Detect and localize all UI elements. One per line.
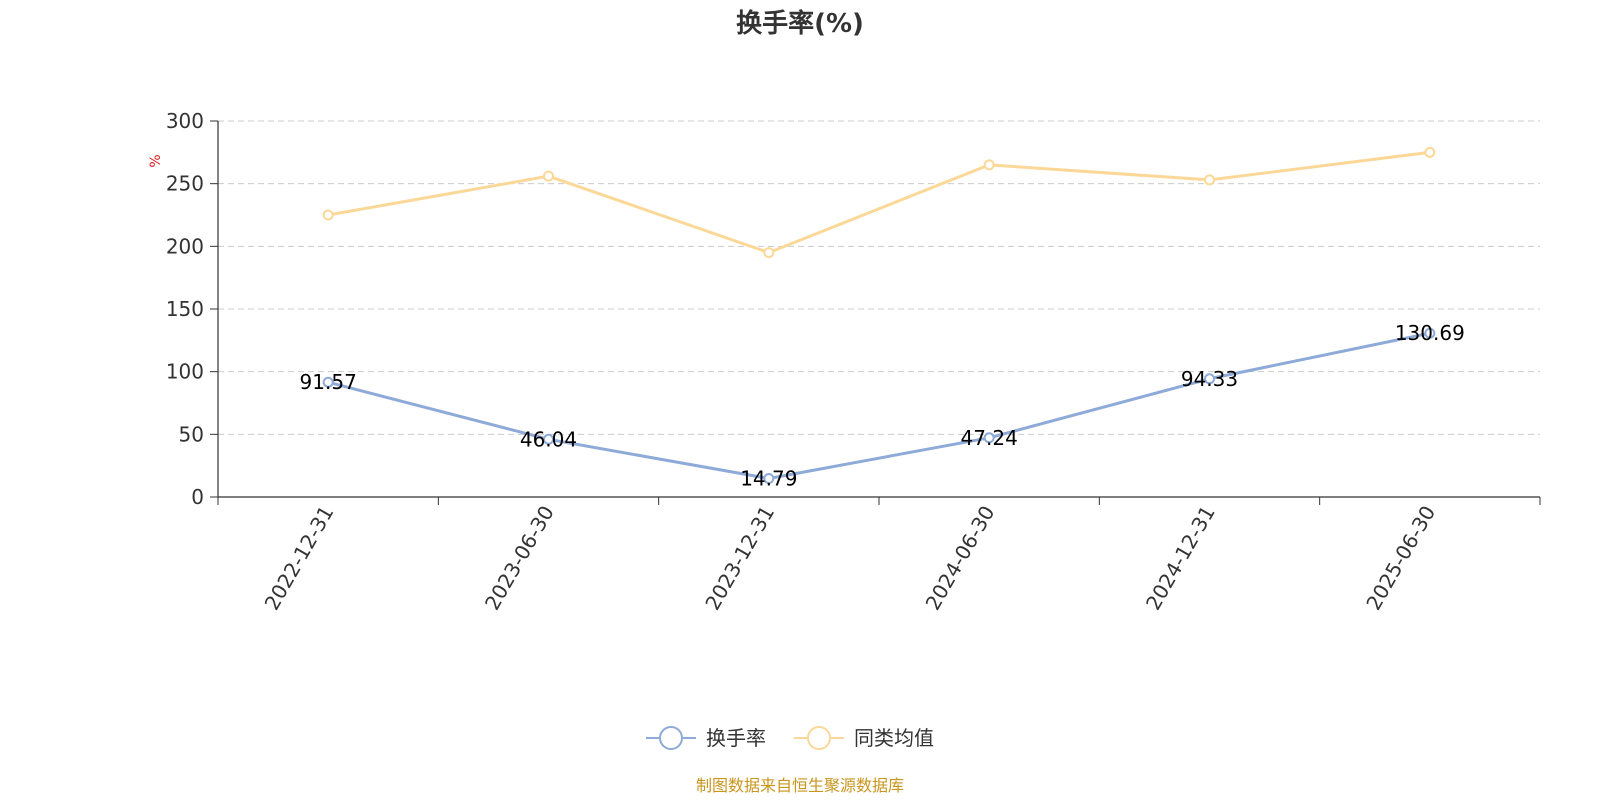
series-lines [322, 146, 1436, 484]
legend[interactable]: 换手率 同类均值 [646, 726, 934, 750]
y-tick-label: 300 [166, 109, 204, 133]
chart-title: 换手率(%) [736, 8, 864, 39]
data-label: 91.57 [300, 370, 357, 394]
legend-marker-icon [659, 726, 683, 750]
legend-item-1[interactable]: 同类均值 [794, 726, 934, 750]
data-label: 47.24 [961, 426, 1018, 450]
data-point [322, 209, 334, 221]
series-line-1 [327, 150, 1431, 255]
y-tick-label: 250 [166, 172, 204, 196]
gridlines [218, 120, 1540, 435]
data-point [1204, 174, 1215, 186]
x-tick-label: 2022-12-31 [260, 502, 339, 615]
data-point [763, 472, 775, 484]
data-point [763, 247, 775, 259]
data-label: 94.33 [1181, 367, 1238, 391]
y-axis-unit: % [148, 154, 164, 167]
data-point [1424, 146, 1436, 158]
legend-item-0[interactable]: 换手率 [646, 726, 766, 750]
data-point [322, 376, 334, 388]
data-point [1424, 327, 1436, 339]
x-tick-label: 2023-12-31 [700, 502, 779, 615]
data-point [543, 170, 554, 182]
data-point [983, 159, 995, 171]
y-tick-label: 0 [191, 485, 204, 509]
x-tick-label: 2024-12-31 [1141, 502, 1220, 615]
data-label: 14.79 [740, 466, 797, 490]
axes: 0 50 100 150 200 250 300 2022-12-31 2023-06-30 20… [166, 109, 1541, 615]
source-note: 制图数据来自恒生聚源数据库 [696, 776, 904, 795]
x-tick-label: 2023-06-30 [480, 502, 559, 615]
data-label: 130.69 [1395, 321, 1465, 345]
data-point [983, 432, 995, 444]
legend-label: 换手率 [706, 726, 766, 750]
data-point [543, 433, 554, 445]
data-point [1204, 373, 1215, 385]
legend-label: 同类均值 [854, 726, 934, 750]
x-tick-label: 2025-06-30 [1361, 502, 1440, 615]
y-tick-label: 150 [166, 297, 204, 321]
x-tick-label: 2024-06-30 [921, 502, 1000, 615]
data-label: 46.04 [520, 427, 577, 451]
y-tick-label: 200 [166, 234, 204, 258]
series-line-0 [327, 331, 1431, 480]
data-labels: 91.57 46.04 14.79 47.24 94.33 130.69 [300, 321, 1465, 490]
y-tick-label: 50 [179, 422, 204, 446]
legend-marker-icon [807, 726, 831, 750]
y-tick-label: 100 [166, 360, 204, 384]
